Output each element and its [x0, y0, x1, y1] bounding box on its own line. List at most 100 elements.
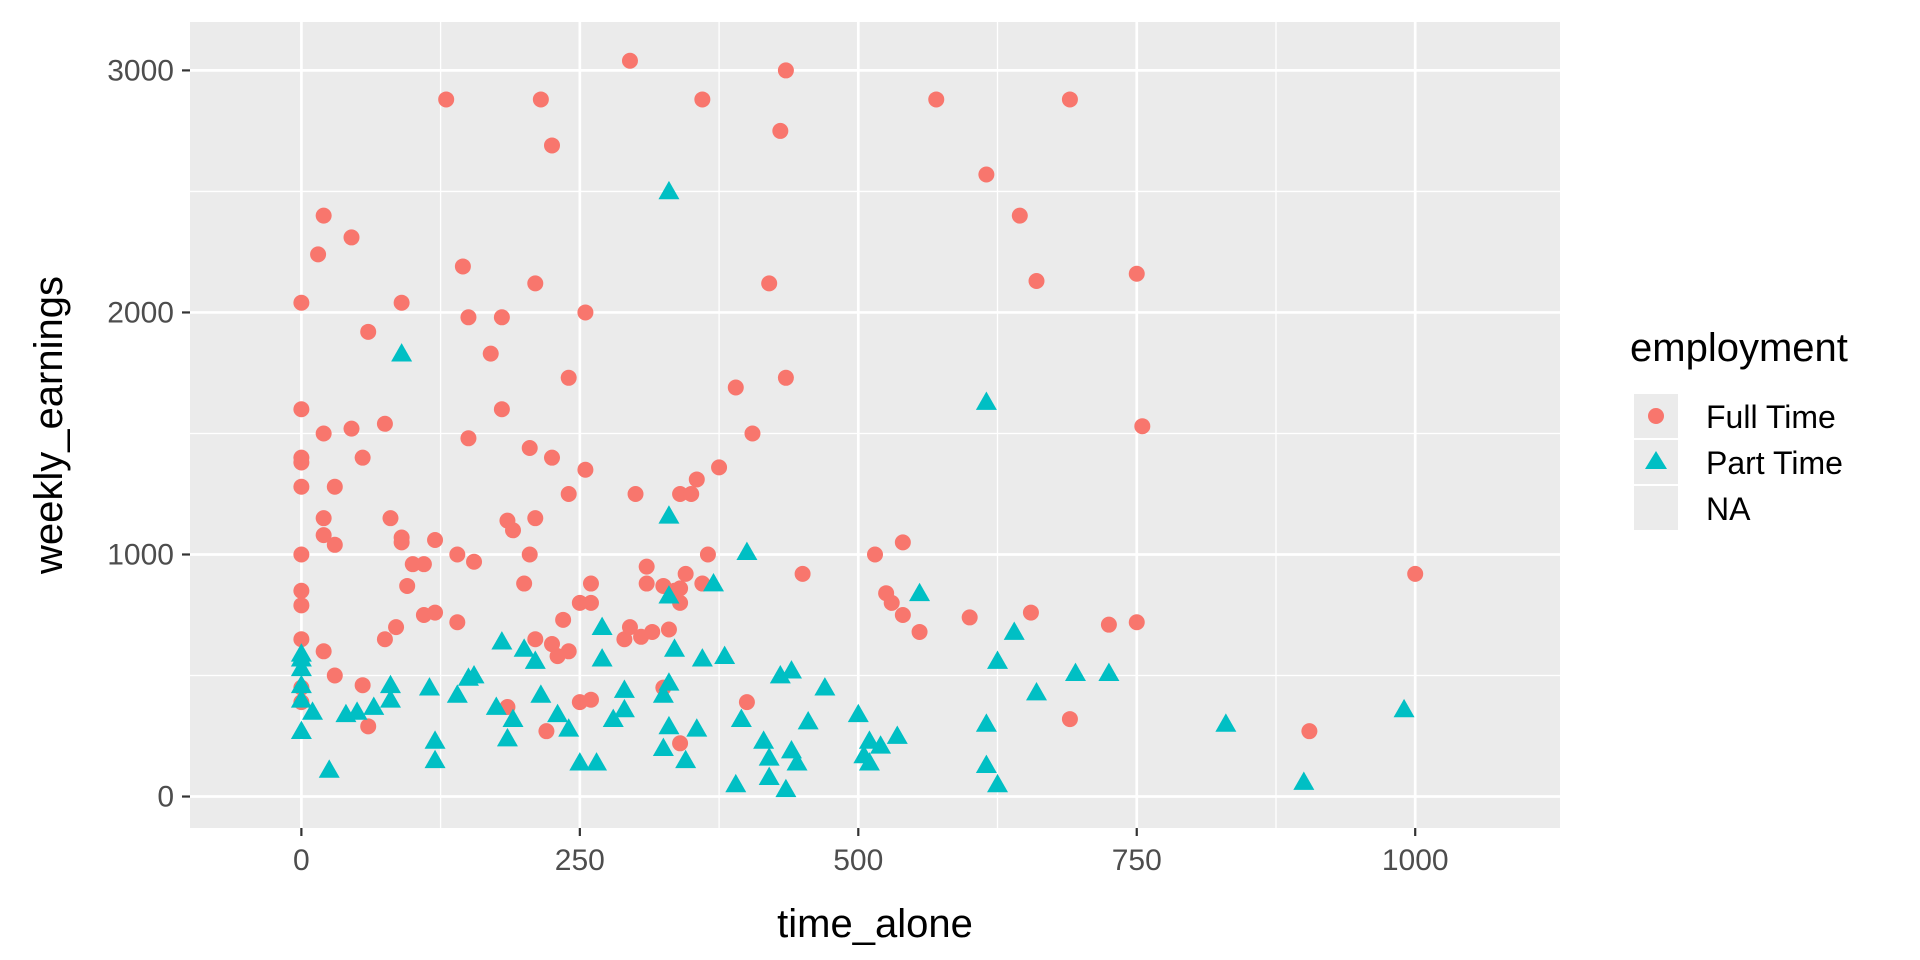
- legend-circle-icon: [1648, 408, 1664, 424]
- full-time-point: [571, 594, 588, 611]
- full-time-point: [449, 614, 466, 631]
- full-time-point: [1128, 265, 1145, 282]
- full-time-point: [354, 677, 371, 694]
- part-time-point: [418, 677, 440, 696]
- full-time-point: [293, 546, 310, 563]
- part-time-point: [786, 752, 808, 771]
- full-time-point: [415, 556, 432, 573]
- full-time-point: [538, 723, 555, 740]
- full-time-point: [527, 275, 544, 292]
- x-tick-label: 750: [1112, 844, 1162, 877]
- full-time-point: [1301, 723, 1318, 740]
- part-time-point: [391, 343, 413, 362]
- full-time-point: [1128, 614, 1145, 631]
- minor-gridlines: [190, 22, 1560, 828]
- y-tick-label: 2000: [107, 296, 174, 329]
- part-time-point: [318, 759, 340, 778]
- part-time-point: [769, 665, 791, 684]
- full-time-point: [315, 510, 332, 527]
- full-time-point: [505, 522, 522, 539]
- part-time-point: [613, 698, 635, 718]
- part-time-point: [524, 650, 546, 669]
- full-time-point: [699, 546, 716, 563]
- legend-title: employment: [1630, 326, 1848, 370]
- part-time-point: [987, 773, 1009, 793]
- part-time-point: [858, 752, 880, 771]
- part-time-point: [379, 689, 401, 708]
- part-time-point: [485, 696, 507, 715]
- full-time-point: [616, 631, 633, 648]
- full-time-point: [293, 454, 310, 471]
- full-time-point: [777, 369, 794, 386]
- part-time-point: [658, 505, 680, 524]
- part-time-point: [691, 648, 713, 667]
- full-time-point: [315, 207, 332, 224]
- full-time-point: [794, 565, 811, 582]
- full-time-point: [527, 631, 544, 648]
- part-time-point: [1003, 621, 1025, 640]
- part-time-point: [736, 541, 758, 560]
- full-time-point: [694, 91, 711, 108]
- part-time-point: [886, 725, 908, 744]
- full-time-point: [460, 430, 477, 447]
- y-axis-title: weekly_earnings: [27, 276, 71, 575]
- full-time-point: [777, 62, 794, 79]
- part-time-point: [446, 684, 468, 703]
- part-time-point: [975, 754, 997, 773]
- full-time-point: [326, 478, 343, 495]
- part-time-point: [714, 645, 736, 665]
- part-time-point: [658, 715, 680, 735]
- full-time-point: [438, 91, 455, 108]
- full-time-point: [582, 691, 599, 708]
- part-time-point: [1098, 662, 1120, 681]
- part-time-point: [463, 665, 485, 684]
- full-time-point: [961, 609, 978, 626]
- full-time-point: [688, 471, 705, 488]
- full-time-point: [560, 485, 577, 502]
- part-time-point: [753, 730, 775, 749]
- part-time-point: [591, 616, 613, 635]
- part-time-point: [491, 631, 513, 650]
- full-time-point: [532, 91, 549, 108]
- part-time-point: [424, 730, 446, 749]
- full-time-point: [894, 607, 911, 624]
- full-time-point: [315, 643, 332, 660]
- full-time-point: [376, 631, 393, 648]
- part-time-point: [502, 708, 524, 727]
- legend-triangle-icon: [1645, 451, 1667, 469]
- full-time-point: [911, 623, 928, 640]
- part-time-point: [797, 711, 819, 730]
- full-time-point: [978, 166, 995, 183]
- full-time-point: [883, 594, 900, 611]
- y-tick-label: 0: [157, 781, 174, 814]
- full-time-point: [867, 546, 883, 563]
- part-time-point: [602, 708, 624, 727]
- full-time-point: [516, 575, 533, 592]
- full-time-point: [482, 345, 499, 362]
- part-time-point: [363, 696, 385, 715]
- full-time-point: [744, 425, 761, 442]
- full-time-point: [638, 558, 655, 575]
- part-time-point: [1064, 662, 1086, 681]
- full-time-point: [310, 246, 327, 263]
- full-time-point: [343, 229, 360, 246]
- full-time-point: [315, 527, 332, 544]
- full-time-point: [577, 304, 594, 321]
- part-time-point: [290, 674, 312, 694]
- part-time-point: [290, 657, 312, 677]
- full-time-point: [360, 323, 377, 340]
- full-time-point: [621, 619, 638, 636]
- part-time-point: [652, 737, 674, 757]
- part-time-point: [1293, 771, 1315, 790]
- data-points: [290, 52, 1424, 798]
- part-time-point: [290, 648, 312, 667]
- part-time-point: [847, 703, 869, 723]
- full-time-point: [382, 510, 399, 527]
- full-time-point: [644, 623, 661, 640]
- full-time-point: [1100, 616, 1117, 633]
- full-time-point: [711, 459, 728, 476]
- full-time-point: [894, 534, 911, 551]
- full-time-point: [738, 694, 755, 711]
- full-time-point: [293, 597, 310, 614]
- y-tick-label: 1000: [107, 538, 174, 571]
